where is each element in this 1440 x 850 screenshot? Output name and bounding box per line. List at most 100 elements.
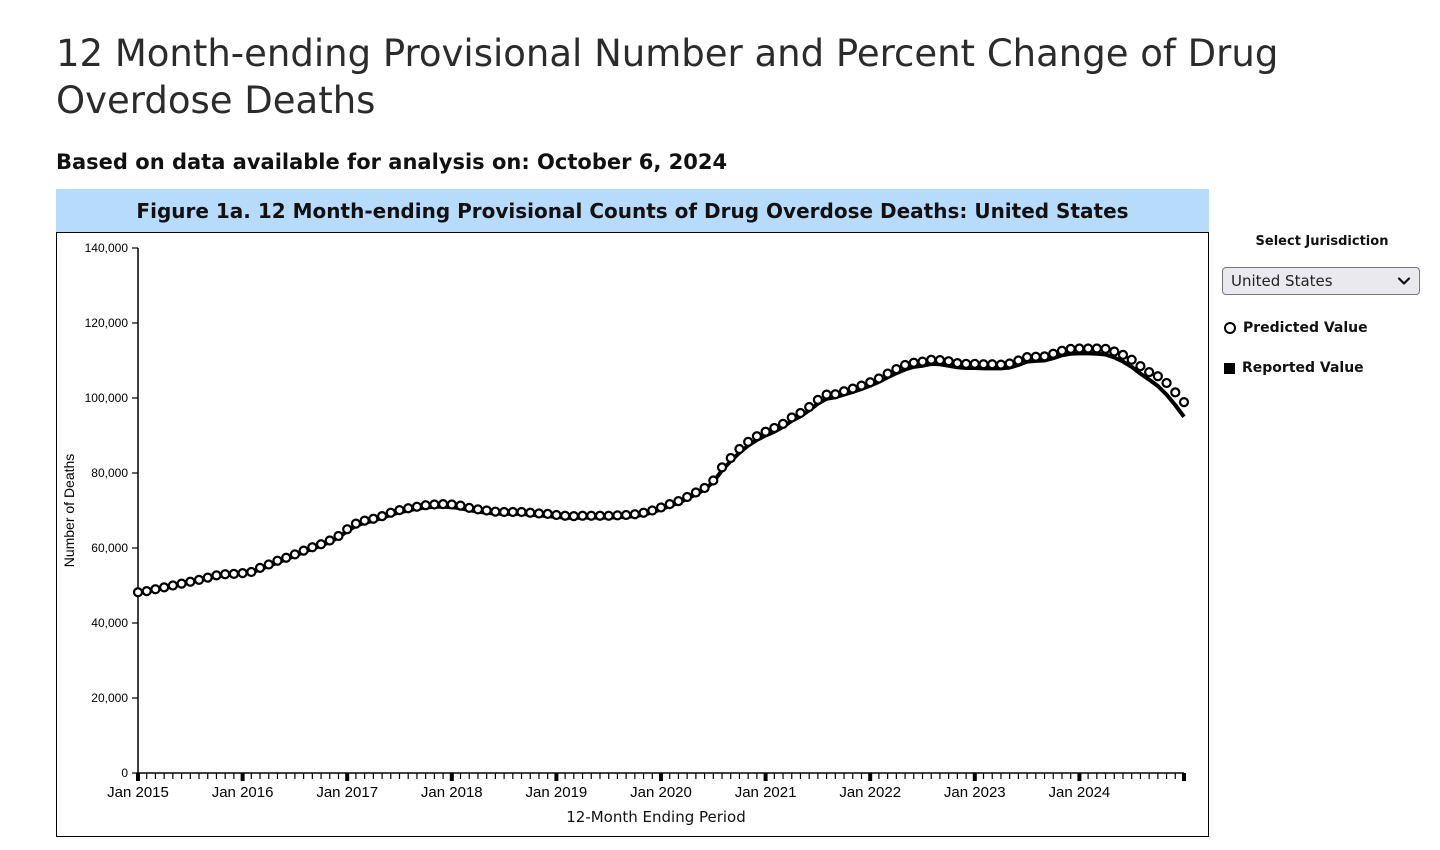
data-point-predicted [743, 436, 754, 447]
data-point-predicted [586, 510, 597, 521]
data-point-predicted [281, 552, 292, 563]
data-point-predicted [882, 368, 893, 379]
legend-label-reported: Reported Value [1242, 360, 1364, 376]
data-point-predicted [708, 475, 719, 486]
data-point-predicted [699, 482, 710, 494]
data-point-predicted [655, 502, 667, 513]
data-point-predicted [132, 587, 144, 598]
data-point-predicted [621, 509, 632, 521]
figure-title-banner: Figure 1a. 12 Month-ending Provisional C… [56, 189, 1209, 232]
data-point-predicted [1074, 343, 1085, 354]
y-tick-label: 60,000 [91, 541, 128, 555]
data-point-predicted [1117, 349, 1129, 360]
data-point-predicted [1152, 371, 1163, 382]
x-tick-label: Jan 2023 [944, 784, 1006, 801]
y-tick-label: 0 [121, 766, 128, 780]
data-point-predicted [1065, 343, 1076, 354]
data-point-predicted [167, 580, 178, 591]
data-point-predicted [926, 354, 937, 365]
data-point-predicted [795, 407, 806, 419]
data-point-predicted [533, 508, 545, 519]
data-point-predicted [847, 383, 858, 394]
data-point-predicted [917, 356, 928, 367]
data-point-predicted [464, 502, 475, 513]
data-point-predicted [263, 559, 274, 570]
data-point-predicted [525, 507, 536, 518]
data-point-predicted [786, 412, 797, 423]
data-point-predicted [507, 506, 518, 518]
data-point-predicted [804, 401, 815, 413]
data-point-predicted [350, 518, 362, 529]
data-point-predicted [978, 359, 989, 370]
data-point-predicted [751, 431, 762, 442]
x-tick-label: Jan 2017 [316, 784, 378, 801]
data-point-predicted [211, 570, 222, 581]
y-tick-label: 120,000 [85, 316, 129, 330]
data-point-predicted [1109, 346, 1120, 357]
y-tick-label: 100,000 [85, 391, 129, 405]
data-point-predicted [420, 500, 431, 511]
data-point-predicted [560, 510, 571, 521]
jurisdiction-select-value: United States [1231, 272, 1333, 290]
data-point-predicted [289, 549, 300, 560]
data-point-predicted [856, 380, 867, 391]
data-point-predicted [812, 394, 824, 405]
data-point-predicted [1030, 351, 1041, 362]
data-point-predicted [969, 358, 980, 369]
data-point-predicted [830, 389, 841, 400]
data-point-predicted [472, 504, 484, 515]
data-point-predicted [908, 357, 919, 368]
data-point-predicted [298, 545, 309, 556]
figure-title: Figure 1a. 12 Month-ending Provisional C… [136, 198, 1129, 223]
data-point-predicted [150, 584, 161, 595]
data-point-predicted [1170, 387, 1181, 398]
data-point-predicted [995, 359, 1007, 370]
data-point-predicted [777, 418, 789, 429]
data-point-predicted [1178, 397, 1190, 408]
data-point-predicted [725, 452, 736, 464]
data-point-predicted [342, 524, 353, 535]
data-point-predicted [629, 509, 640, 520]
data-point-predicted [455, 500, 466, 511]
data-point-predicted [202, 572, 213, 583]
data-point-predicted [403, 503, 414, 514]
x-tick-label: Jan 2016 [212, 784, 274, 801]
x-tick-label: Jan 2021 [735, 784, 797, 801]
legend-item-predicted: Predicted Value [1224, 320, 1368, 336]
data-point-predicted [1039, 351, 1050, 362]
data-point-predicted [838, 386, 850, 397]
data-point-predicted [551, 509, 562, 521]
data-point-predicted [821, 389, 832, 400]
open-circle-icon [1224, 322, 1236, 334]
legend-label-predicted: Predicted Value [1243, 320, 1368, 336]
data-point-predicted [1004, 358, 1015, 369]
data-point-predicted [960, 358, 972, 369]
data-point-predicted [246, 566, 257, 578]
data-point-predicted [376, 511, 388, 522]
data-point-predicted [1100, 343, 1111, 354]
data-point-predicted [411, 501, 423, 512]
data-point-predicted [429, 499, 440, 510]
data-point-predicted [865, 377, 876, 388]
y-tick-label: 140,000 [85, 241, 129, 255]
data-point-predicted [490, 506, 501, 517]
page-subtitle: Based on data available for analysis on:… [56, 150, 728, 174]
data-point-predicted [1161, 377, 1172, 389]
jurisdiction-label: Select Jurisdiction [1255, 234, 1389, 249]
data-point-predicted [1091, 343, 1102, 354]
data-point-predicted [934, 355, 946, 366]
data-point-predicted [577, 510, 588, 521]
data-point-predicted [769, 422, 780, 434]
data-point-predicted [1083, 343, 1094, 354]
data-point-predicted [568, 511, 579, 522]
data-point-predicted [594, 510, 606, 521]
data-point-predicted [324, 535, 335, 546]
y-tick-label: 80,000 [91, 466, 128, 480]
x-tick-label: Jan 2024 [1049, 784, 1111, 801]
data-point-predicted [664, 499, 675, 510]
data-point-predicted [254, 562, 266, 573]
x-tick-label: Jan 2020 [630, 784, 692, 801]
x-axis-title: 12-Month Ending Period [566, 808, 746, 826]
data-point-predicted [1056, 345, 1068, 356]
jurisdiction-select[interactable]: United States [1222, 267, 1420, 295]
